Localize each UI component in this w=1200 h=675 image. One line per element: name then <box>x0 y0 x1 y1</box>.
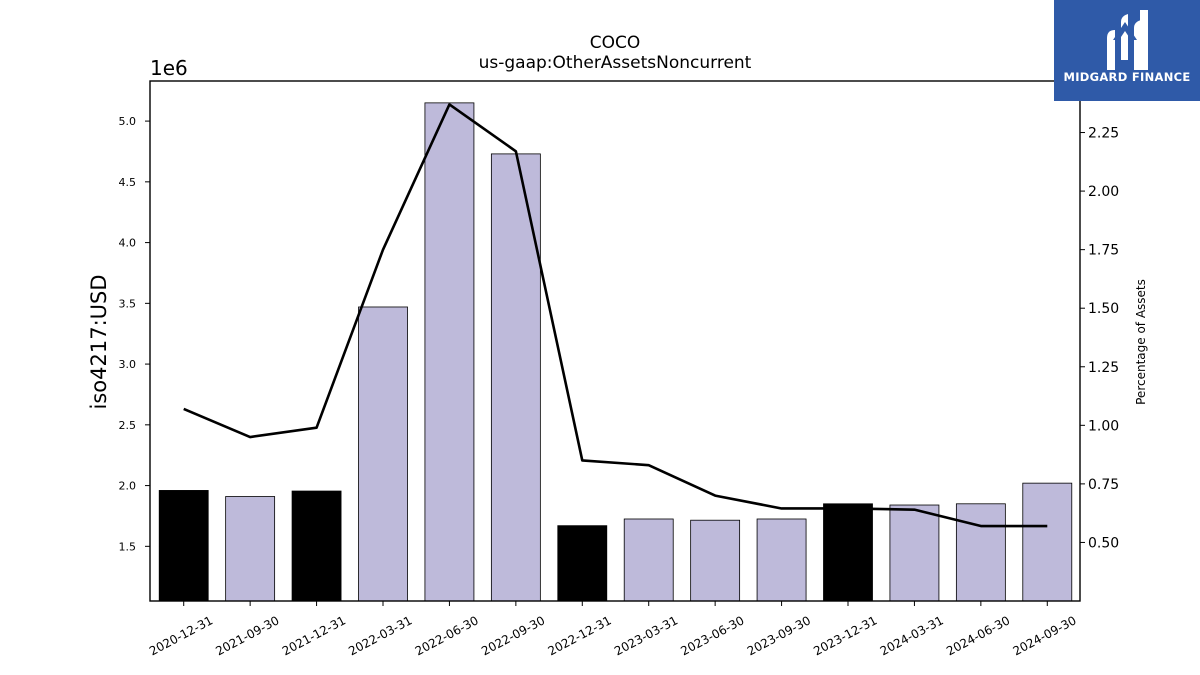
midgard-m-logo-icon <box>1107 10 1148 70</box>
y-axis-label: iso4217:USD <box>87 274 111 409</box>
x-tick-label: 2021-09-30 <box>213 613 281 658</box>
x-tick-label: 2023-03-31 <box>612 613 680 658</box>
bar-2023-09-30 <box>756 518 807 602</box>
y2-tick-label: 0.50 <box>1088 535 1119 551</box>
bar-2023-06-30 <box>690 519 741 602</box>
x-tick-label: 2024-09-30 <box>1011 613 1079 658</box>
bar-2021-12-31 <box>291 490 342 602</box>
y2-tick-label: 1.50 <box>1088 301 1119 317</box>
x-tick-label: 2022-09-30 <box>479 613 547 658</box>
bar-2020-12-31 <box>158 490 209 602</box>
x-tick-label: 2021-12-31 <box>280 613 348 658</box>
bars-layer <box>158 102 1073 602</box>
bar-2022-03-31 <box>358 306 408 602</box>
y-offset-text: 1e6 <box>150 56 188 80</box>
x-tick-label: 2023-06-30 <box>678 613 746 658</box>
y2-tick-label: 1.00 <box>1088 418 1119 434</box>
x-tick-label: 2024-06-30 <box>944 613 1012 658</box>
bar-2022-12-31 <box>557 525 608 602</box>
y2-tick-label: 2.00 <box>1088 184 1119 200</box>
y-tick-label: 2.0 <box>119 480 137 493</box>
y-tick-label: 4.0 <box>119 237 137 250</box>
x-tick-label: 2023-09-30 <box>745 613 813 658</box>
x-tick-label: 2022-12-31 <box>546 613 614 658</box>
chart-subtitle: us-gaap:OtherAssetsNoncurrent <box>479 53 752 73</box>
y2-axis-label: Percentage of Assets <box>1134 279 1148 405</box>
y-tick-label: 1.5 <box>119 540 137 553</box>
bar-2021-09-30 <box>225 496 276 602</box>
bar-2023-03-31 <box>623 518 674 602</box>
y-tick-label: 3.5 <box>119 297 137 310</box>
chart-title: COCO <box>590 33 641 53</box>
x-tick-label: 2023-12-31 <box>811 613 879 658</box>
x-tick-label: 2024-03-31 <box>878 613 946 658</box>
y-tick-label: 2.5 <box>119 419 137 432</box>
brand-logo: MIDGARD FINANCE <box>1054 0 1200 101</box>
percent-of-assets-line <box>183 103 1048 528</box>
x-tick-label: 2022-06-30 <box>413 613 481 658</box>
y-tick-label: 4.5 <box>119 176 137 189</box>
bar-2024-09-30 <box>1022 482 1073 602</box>
percent-line-layer <box>183 103 1048 528</box>
x-tick-label: 2020-12-31 <box>147 613 215 658</box>
bar-2023-12-31 <box>823 503 873 602</box>
y2-tick-label: 2.25 <box>1088 126 1119 142</box>
y2-tick-label: 0.75 <box>1088 477 1119 493</box>
brand-logo-text: MIDGARD FINANCE <box>1063 70 1191 84</box>
bar-2022-09-30 <box>490 153 541 602</box>
y2-tick-label: 1.25 <box>1088 360 1119 376</box>
bar-2024-03-31 <box>889 504 940 602</box>
bar-2022-06-30 <box>424 102 475 602</box>
x-tick-label: 2022-03-31 <box>346 613 414 658</box>
y-tick-label: 3.0 <box>119 358 137 371</box>
plot-frame <box>149 80 1081 602</box>
bar-2024-06-30 <box>955 503 1006 602</box>
y2-tick-label: 1.75 <box>1088 243 1119 259</box>
y-tick-label: 5.0 <box>119 115 137 128</box>
